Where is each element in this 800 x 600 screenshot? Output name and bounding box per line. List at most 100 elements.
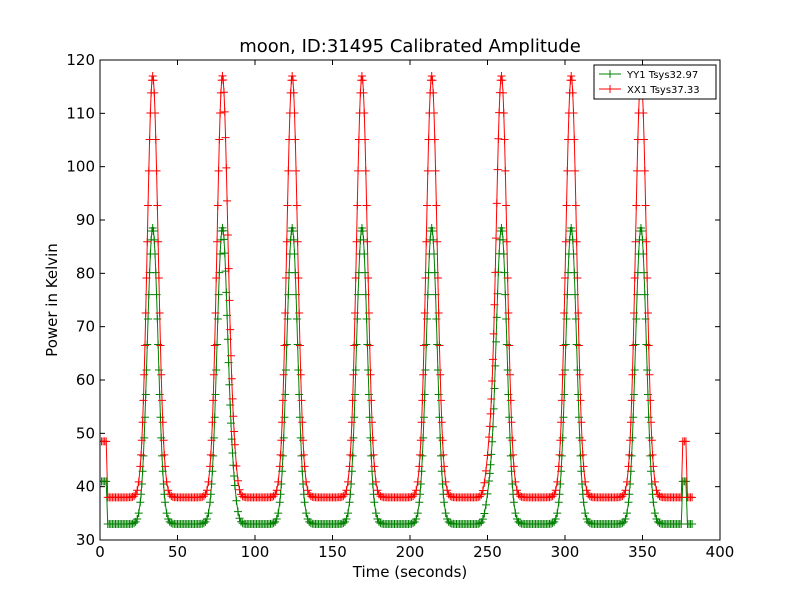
data-marker — [371, 509, 380, 518]
data-marker — [202, 515, 211, 524]
data-marker — [502, 237, 511, 246]
data-marker — [557, 396, 566, 405]
data-marker — [420, 308, 429, 317]
data-marker — [292, 166, 301, 175]
data-marker — [230, 427, 239, 436]
data-marker — [155, 390, 164, 399]
data-marker — [569, 249, 578, 258]
data-marker — [219, 226, 228, 235]
data-marker — [350, 390, 359, 399]
data-marker — [621, 515, 630, 524]
data-marker — [423, 201, 432, 210]
data-marker — [353, 201, 362, 210]
data-marker — [432, 201, 441, 210]
data-marker — [416, 436, 425, 445]
data-marker — [630, 274, 639, 283]
data-marker — [347, 418, 356, 427]
data-marker — [579, 498, 588, 507]
data-marker — [229, 412, 238, 421]
data-marker — [409, 519, 418, 528]
data-marker — [302, 509, 311, 518]
data-marker — [363, 237, 372, 246]
data-marker — [492, 199, 501, 208]
data-marker — [153, 201, 162, 210]
data-marker — [435, 413, 444, 422]
data-marker — [413, 477, 422, 486]
data-marker — [431, 166, 440, 175]
data-marker — [292, 201, 301, 210]
data-marker — [559, 413, 568, 422]
data-marker — [619, 490, 628, 499]
data-marker — [481, 500, 490, 509]
data-marker — [631, 237, 640, 246]
data-marker — [487, 394, 496, 403]
data-marker — [410, 490, 419, 499]
data-marker — [652, 486, 661, 495]
y-axis-label: Power in Kelvin — [43, 243, 61, 357]
data-marker — [501, 166, 510, 175]
data-marker — [570, 135, 579, 144]
data-marker — [646, 396, 655, 405]
legend-marker — [606, 85, 614, 93]
data-marker — [568, 235, 577, 244]
data-marker — [621, 486, 630, 495]
data-marker — [275, 498, 284, 507]
x-axis-label: Time (seconds) — [352, 563, 468, 581]
data-marker — [575, 370, 584, 379]
data-marker — [207, 436, 216, 445]
data-marker — [577, 418, 586, 427]
data-marker — [486, 460, 495, 469]
data-marker — [360, 108, 369, 117]
data-marker — [142, 274, 151, 283]
data-marker — [151, 249, 160, 258]
data-marker — [624, 498, 633, 507]
data-marker — [427, 72, 436, 80]
data-marker — [227, 374, 236, 383]
data-marker — [224, 264, 233, 273]
data-marker — [373, 486, 382, 495]
data-marker — [550, 490, 559, 499]
data-marker — [288, 72, 297, 80]
data-marker — [206, 462, 215, 471]
data-marker — [361, 166, 370, 175]
data-marker — [130, 492, 139, 501]
data-marker — [351, 274, 360, 283]
data-marker — [560, 390, 569, 399]
data-marker — [233, 507, 242, 516]
data-marker — [140, 370, 149, 379]
data-marker — [640, 166, 649, 175]
data-marker — [284, 166, 293, 175]
data-marker — [493, 165, 502, 174]
data-marker — [358, 227, 367, 236]
data-marker — [438, 436, 447, 445]
data-marker — [478, 486, 487, 495]
data-marker — [280, 413, 289, 422]
data-marker — [578, 450, 587, 459]
data-marker — [647, 436, 656, 445]
data-marker — [506, 396, 515, 405]
data-marker — [204, 477, 213, 486]
data-marker — [494, 134, 503, 143]
data-marker — [365, 413, 374, 422]
data-marker — [643, 274, 652, 283]
data-marker — [643, 308, 652, 317]
data-marker — [576, 396, 585, 405]
data-marker — [504, 308, 513, 317]
data-marker — [349, 370, 358, 379]
data-marker — [368, 418, 377, 427]
data-marker — [300, 498, 309, 507]
data-marker — [211, 390, 220, 399]
data-marker — [644, 413, 653, 422]
data-marker — [151, 108, 160, 117]
data-marker — [571, 166, 580, 175]
data-marker — [434, 308, 443, 317]
data-marker — [573, 274, 582, 283]
data-marker — [509, 462, 518, 471]
data-marker — [303, 486, 312, 495]
data-marker — [342, 486, 351, 495]
data-marker — [415, 462, 424, 471]
data-marker — [131, 490, 140, 499]
data-marker — [155, 308, 164, 317]
data-marker — [567, 72, 576, 80]
